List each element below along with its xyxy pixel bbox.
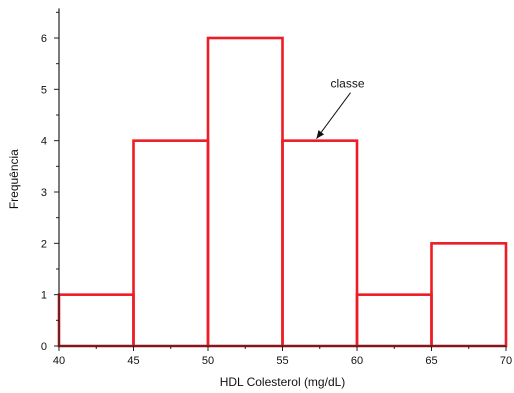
y-tick-label-6: 6: [41, 33, 47, 45]
bars-group: [57, 36, 508, 348]
y-tick-label-3: 3: [41, 187, 47, 199]
annotation-arrowhead: [316, 130, 325, 139]
annotation-group: classe: [316, 77, 365, 139]
y-tick-label-4: 4: [41, 136, 47, 148]
bar-60-65: [355, 293, 433, 348]
y-tick-label-2: 2: [41, 238, 47, 250]
bar-65-70: [430, 242, 508, 348]
x-tick-label-50: 50: [202, 355, 214, 367]
y-axis-title: Frequência: [7, 149, 21, 209]
x-tick-label-55: 55: [276, 355, 288, 367]
y-tick-label-0: 0: [41, 341, 47, 353]
y-ticks-group: 0 1 2 3 4 5 6: [41, 11, 59, 353]
annotation-label: classe: [331, 77, 365, 91]
bar-45-50: [132, 139, 210, 348]
y-tick-label-5: 5: [41, 84, 47, 96]
bar-55-60: [281, 139, 359, 348]
x-tick-label-60: 60: [351, 355, 363, 367]
x-tick-label-70: 70: [500, 355, 512, 367]
x-tick-label-65: 65: [425, 355, 437, 367]
y-tick-label-1: 1: [41, 290, 47, 302]
annotation-arrow: [316, 92, 351, 139]
x-ticks-group: 40 45 50 55 60 65 70: [53, 346, 512, 367]
x-tick-label-40: 40: [53, 355, 65, 367]
x-tick-label-45: 45: [127, 355, 139, 367]
bar-40-45: [57, 293, 135, 348]
x-axis-title: HDL Colesterol (mg/dL): [220, 375, 346, 389]
bar-50-55: [206, 36, 284, 348]
